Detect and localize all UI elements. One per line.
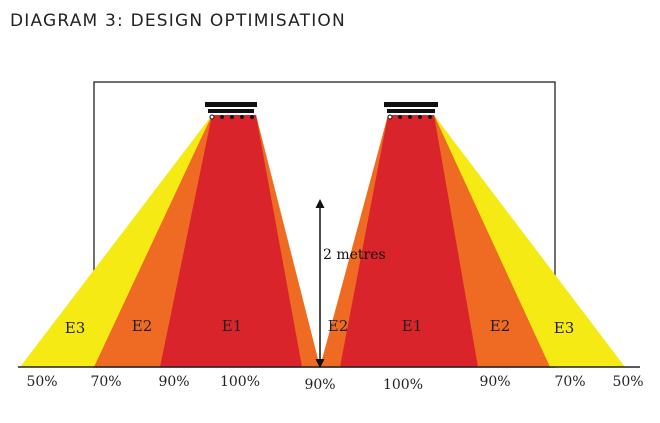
zone-label-left-e3: E3 bbox=[65, 319, 86, 337]
percentage-label-9: 50% bbox=[612, 374, 643, 390]
percentage-label-2: 70% bbox=[90, 374, 121, 390]
left-light-fixture bbox=[205, 102, 257, 120]
height-dimension-arrow bbox=[315, 199, 325, 368]
percentage-label-3: 90% bbox=[158, 374, 189, 390]
left-light-beam bbox=[20, 115, 320, 367]
zone-label-left-e2: E2 bbox=[132, 317, 153, 335]
zone-label-right-e1: E1 bbox=[402, 317, 423, 335]
zone-label-right-e2: E2 bbox=[490, 317, 511, 335]
zone-label-center-e2: E2 bbox=[328, 317, 349, 335]
height-label: 2 metres bbox=[323, 247, 386, 263]
percentage-label-4: 100% bbox=[220, 374, 260, 390]
percentage-label-8: 70% bbox=[554, 374, 585, 390]
percentage-label-1: 50% bbox=[26, 374, 57, 390]
left-beam-e1 bbox=[160, 115, 302, 367]
zone-label-right-e3: E3 bbox=[554, 319, 575, 337]
diagram-title: DIAGRAM 3: DESIGN OPTIMISATION bbox=[10, 11, 346, 31]
percentage-label-6: 100% bbox=[383, 377, 423, 393]
zone-label-left-e1: E1 bbox=[222, 317, 243, 335]
right-light-beam bbox=[320, 115, 625, 367]
right-beam-e1 bbox=[340, 115, 478, 367]
right-light-fixture bbox=[384, 102, 438, 120]
percentage-label-7: 90% bbox=[479, 374, 510, 390]
percentage-label-5: 90% bbox=[304, 377, 335, 393]
